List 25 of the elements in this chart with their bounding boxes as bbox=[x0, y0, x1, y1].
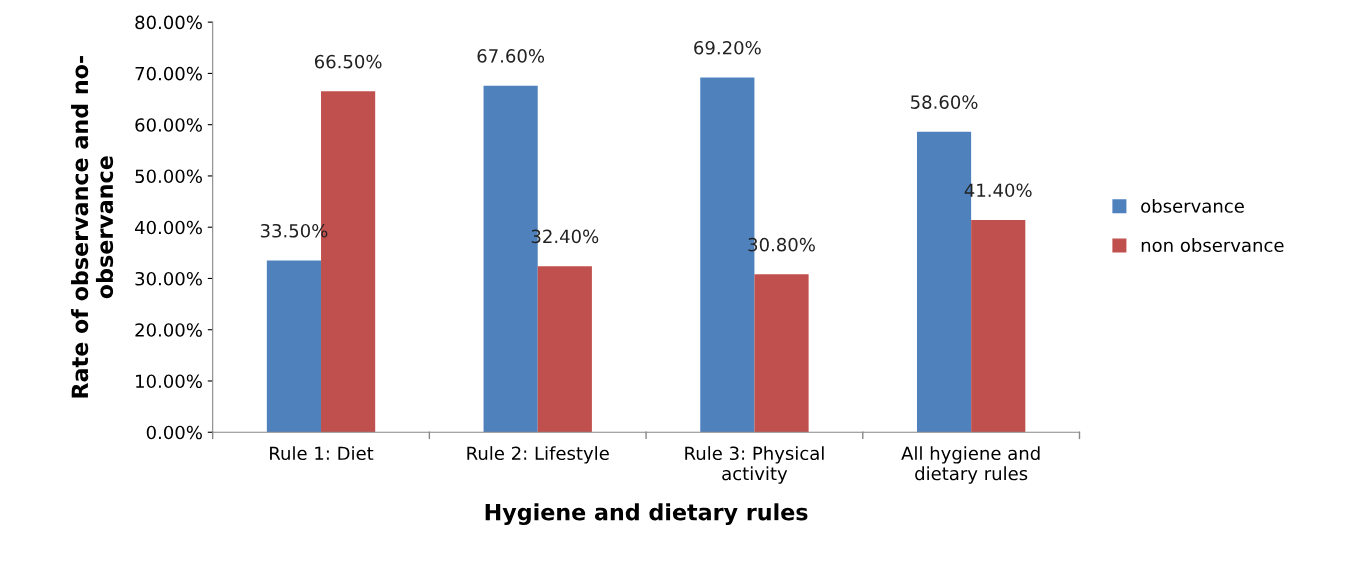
x-tick-label: Rule 3: Physical activity bbox=[685, 446, 824, 484]
y-tick-label: 0.00% bbox=[146, 425, 202, 440]
y-tick-label: 10.00% bbox=[136, 374, 202, 389]
x-tick-label: All hygiene and dietary rules bbox=[901, 446, 1040, 484]
y-tick-label: 80.00% bbox=[135, 15, 202, 30]
x-tick-label: Rule 1: Diet bbox=[270, 446, 374, 461]
data-label: 66.50% bbox=[314, 54, 382, 69]
legend-label: non observance bbox=[1141, 238, 1284, 253]
y-tick-label: 60.00% bbox=[135, 118, 202, 132]
legend-label: observance bbox=[1141, 198, 1244, 213]
data-label: 58.60% bbox=[911, 95, 978, 109]
y-axis-title: Rate of observance and no- observance bbox=[71, 56, 114, 398]
y-tick-label: 20.00% bbox=[135, 323, 202, 337]
data-label: 69.20% bbox=[694, 40, 761, 55]
y-tick-label: 40.00% bbox=[134, 220, 202, 235]
bar bbox=[754, 274, 809, 433]
bar bbox=[971, 220, 1026, 433]
x-axis-title: Hygiene and dietary rules bbox=[485, 503, 808, 525]
x-tick-label: Rule 2: Lifestyle bbox=[467, 446, 609, 464]
y-tick-label: 50.00% bbox=[135, 169, 202, 184]
data-label: 67.60% bbox=[477, 49, 545, 63]
y-tick-label: 70.00% bbox=[135, 66, 202, 81]
bar bbox=[537, 266, 592, 433]
bar bbox=[266, 260, 322, 433]
y-tick-label: 30.00% bbox=[135, 271, 202, 286]
